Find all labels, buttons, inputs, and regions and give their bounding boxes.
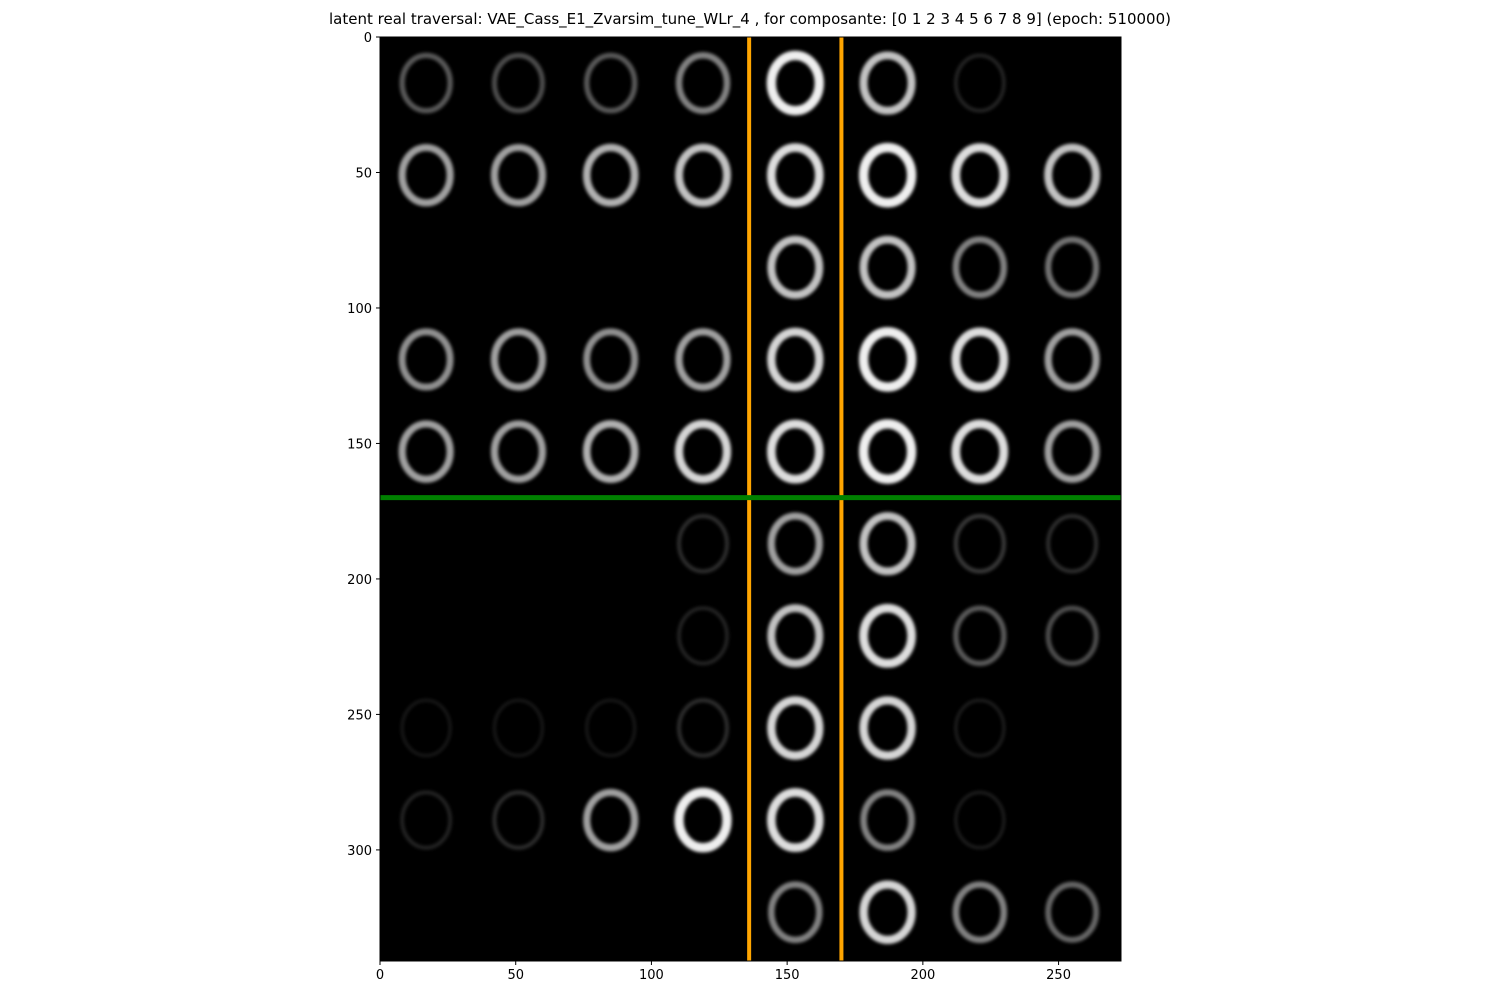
image-cell-r4-c7 bbox=[1044, 420, 1100, 483]
image-cell-r8-c4 bbox=[766, 788, 824, 853]
image-cell-r1-c7 bbox=[1044, 143, 1101, 207]
y-tick-label: 300 bbox=[347, 844, 372, 859]
image-cell-r9-c4 bbox=[768, 881, 823, 944]
image-cell-r5-c3 bbox=[676, 514, 730, 574]
image-cells bbox=[398, 50, 1101, 944]
image-cell-r8-c5 bbox=[860, 789, 915, 851]
image-cell-r3-c6 bbox=[951, 327, 1009, 392]
image-cell-r4-c4 bbox=[766, 419, 824, 484]
image-cell-r3-c4 bbox=[767, 327, 824, 392]
image-cell-r2-c5 bbox=[859, 235, 916, 299]
x-axis: 0 50 100 150 200 250 bbox=[376, 961, 1071, 983]
image-cell-r4-c5 bbox=[858, 419, 917, 484]
image-cell-r5-c4 bbox=[767, 512, 823, 575]
image-cell-r7-c1 bbox=[492, 698, 544, 758]
image-cell-r8-c1 bbox=[492, 790, 545, 850]
image-cell-r0-c3 bbox=[675, 52, 731, 114]
image-cell-r0-c4 bbox=[766, 50, 824, 116]
y-tick-label: 200 bbox=[347, 573, 372, 588]
image-cell-r6-c4 bbox=[767, 604, 824, 668]
image-cell-r4-c2 bbox=[582, 420, 639, 483]
image-cell-r6-c6 bbox=[953, 605, 1007, 667]
image-cell-r7-c6 bbox=[954, 698, 1006, 758]
image-cell-r8-c6 bbox=[954, 790, 1006, 850]
image-cell-r2-c6 bbox=[952, 236, 1008, 299]
image-cell-r8-c3 bbox=[674, 787, 732, 853]
image-cell-r6-c5 bbox=[859, 603, 916, 668]
image-cell-r9-c7 bbox=[1045, 881, 1100, 943]
y-tick-label: 250 bbox=[347, 708, 372, 723]
image-cell-r0-c5 bbox=[859, 51, 916, 115]
image-cell-r7-c3 bbox=[676, 698, 730, 758]
y-tick-label: 100 bbox=[347, 302, 372, 317]
image-cell-r5-c5 bbox=[859, 512, 916, 576]
axes-frame bbox=[379, 36, 1122, 962]
image-cell-r1-c0 bbox=[398, 143, 454, 207]
image-cell-r3-c3 bbox=[675, 328, 731, 391]
image-cell-r3-c7 bbox=[1044, 328, 1100, 391]
image-cell-r0-c2 bbox=[583, 52, 638, 114]
image-cell-r8-c0 bbox=[400, 790, 452, 850]
image-cell-r0-c0 bbox=[399, 52, 453, 114]
overlay-lines bbox=[380, 37, 1121, 961]
x-tick-label: 250 bbox=[1046, 968, 1071, 983]
image-cell-r0-c6 bbox=[954, 53, 1006, 113]
image-cell-r6-c3 bbox=[677, 606, 729, 666]
image-cell-r2-c7 bbox=[1045, 236, 1100, 299]
image-cell-r7-c5 bbox=[859, 696, 916, 760]
image-cell-r3-c2 bbox=[583, 328, 639, 391]
image-cell-r7-c2 bbox=[585, 698, 637, 758]
x-tick-label: 0 bbox=[376, 968, 384, 983]
image-cell-r1-c4 bbox=[766, 143, 824, 208]
image-cell-r2-c4 bbox=[767, 235, 824, 299]
y-tick-label: 150 bbox=[347, 437, 372, 452]
image-cell-r1-c1 bbox=[490, 143, 547, 207]
image-cell-r3-c5 bbox=[858, 327, 917, 392]
image-cell-r5-c7 bbox=[1046, 514, 1099, 574]
image-cell-r6-c7 bbox=[1045, 605, 1099, 667]
image-cell-r4-c1 bbox=[490, 420, 547, 483]
y-tick-label: 50 bbox=[355, 166, 372, 181]
image-cell-r1-c2 bbox=[582, 143, 639, 207]
image-cell-r8-c2 bbox=[583, 788, 639, 852]
image-cell-r3-c0 bbox=[398, 328, 454, 391]
image-cell-r4-c6 bbox=[951, 419, 1009, 484]
image-cell-r3-c1 bbox=[490, 328, 547, 391]
x-tick-label: 100 bbox=[639, 968, 664, 983]
image-cell-r1-c6 bbox=[951, 143, 1009, 208]
image-cell-r4-c0 bbox=[398, 420, 454, 483]
image-cell-r5-c6 bbox=[953, 513, 1007, 574]
chart-title: latent real traversal: VAE_Cass_E1_Zvars… bbox=[329, 10, 1171, 28]
image-cell-r7-c4 bbox=[767, 696, 824, 760]
x-tick-label: 200 bbox=[910, 968, 935, 983]
image-cell-r9-c5 bbox=[859, 880, 916, 944]
image-cell-r0-c1 bbox=[491, 52, 545, 114]
y-tick-label: 0 bbox=[364, 31, 372, 46]
image-cell-r9-c6 bbox=[952, 881, 1008, 944]
image-cell-r7-c0 bbox=[400, 698, 452, 758]
image-cell-r4-c3 bbox=[674, 419, 732, 484]
image-cell-r1-c5 bbox=[858, 142, 917, 208]
image-cell-r1-c3 bbox=[675, 143, 731, 207]
x-tick-label: 150 bbox=[775, 968, 800, 983]
y-axis: 0 50 100 150 200 250 300 bbox=[347, 31, 380, 859]
x-tick-label: 50 bbox=[507, 968, 524, 983]
